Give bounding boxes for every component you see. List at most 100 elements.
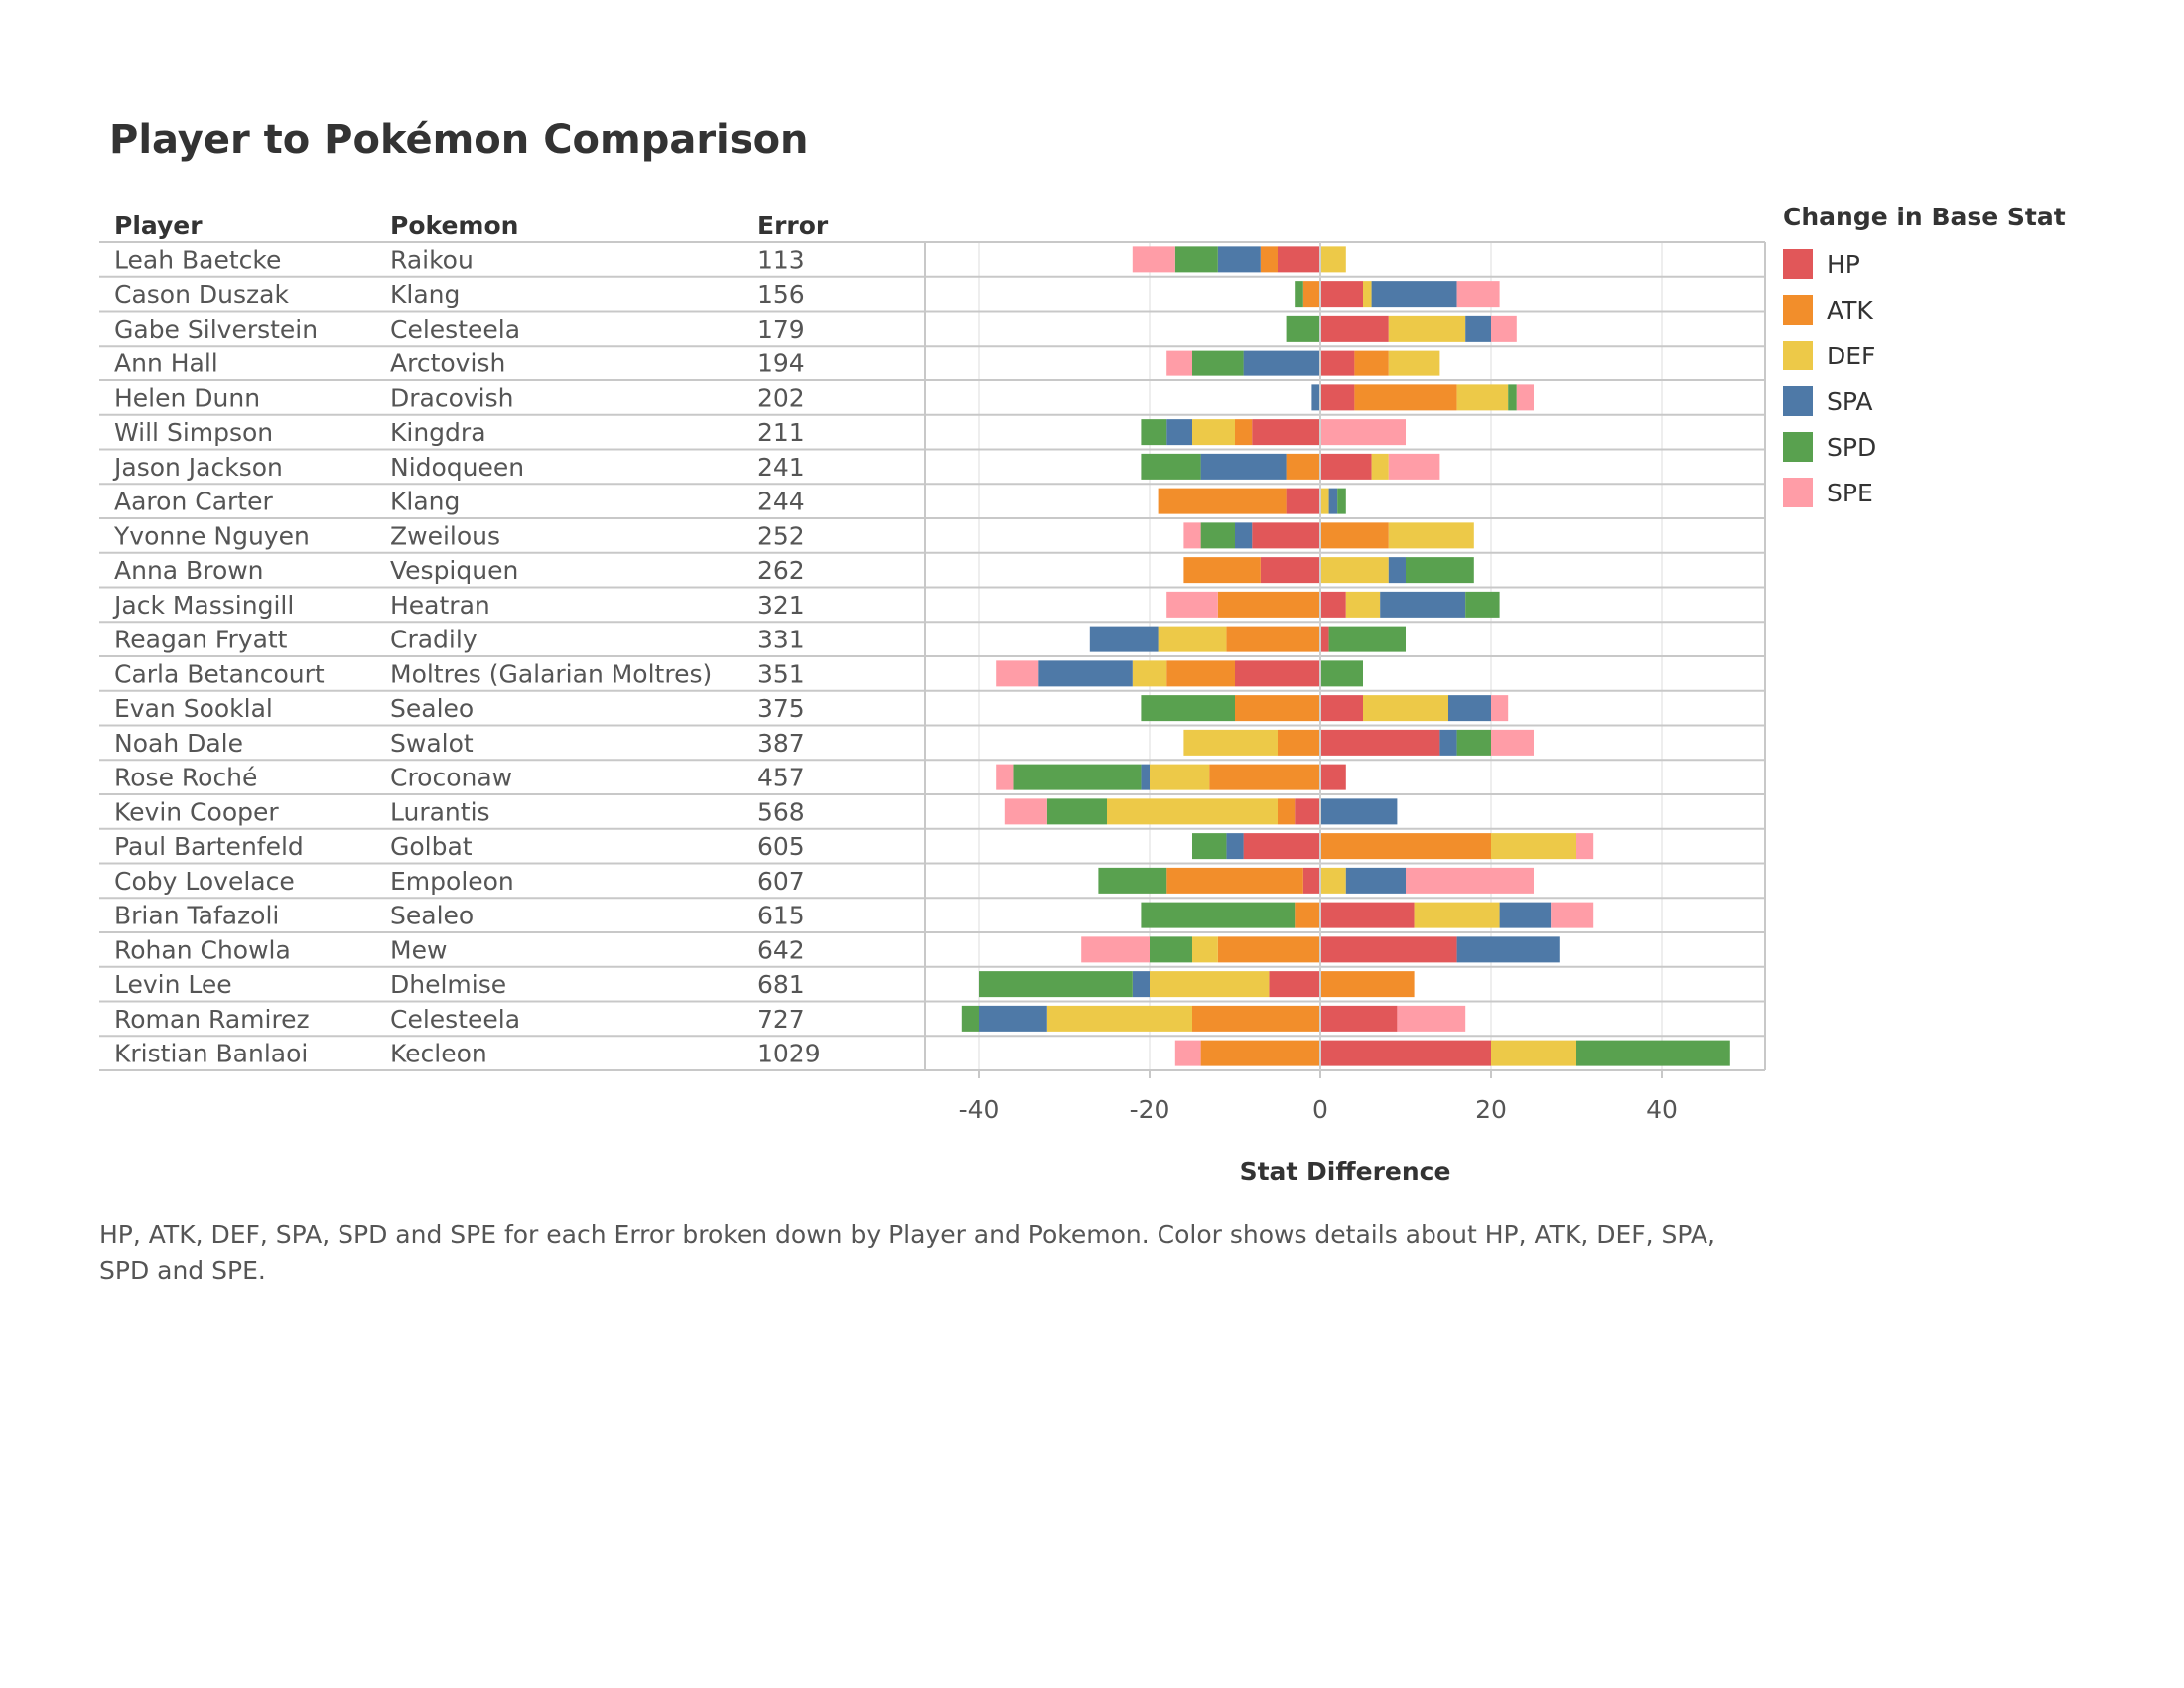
legend-item-hp[interactable]: HP xyxy=(1783,241,2066,287)
legend-item-atk[interactable]: ATK xyxy=(1783,287,2066,333)
bar-segment-atk xyxy=(1295,902,1320,928)
bar-segment-spd xyxy=(1013,764,1142,790)
bar-segment-atk xyxy=(1320,971,1415,998)
column-header-error: Error xyxy=(757,211,829,240)
bar-segment-spa xyxy=(1380,591,1466,618)
cell-player: Carla Betancourt xyxy=(114,659,325,688)
bar-segment-spd xyxy=(1098,867,1167,894)
cell-error: 727 xyxy=(757,1005,805,1034)
table-rows: Leah Baetcke Raikou 113 Cason Duszak Klang 15… xyxy=(99,241,1765,1071)
bar-segment-spd xyxy=(979,971,1133,998)
cell-player: Leah Baetcke xyxy=(114,245,281,274)
bar-segment-def xyxy=(1491,1040,1576,1066)
bar-segment-atk xyxy=(1278,798,1296,825)
bar-segment-spd xyxy=(1320,660,1363,687)
bar-segment-hp xyxy=(1252,522,1320,549)
bar-segment-atk xyxy=(1200,1040,1320,1066)
legend-item-spd[interactable]: SPD xyxy=(1783,424,2066,470)
bar-segment-atk xyxy=(1209,764,1320,790)
column-headers: Player Pokemon Error xyxy=(114,211,829,240)
legend-swatch xyxy=(1783,386,1813,416)
cell-pokemon: Moltres (Galarian Moltres) xyxy=(390,659,712,688)
cell-error: 568 xyxy=(757,797,805,826)
bar-segment-spd xyxy=(1508,384,1517,411)
bar-segment-def xyxy=(1150,764,1210,790)
bar-segment-spe xyxy=(1491,315,1517,342)
bar-segment-def xyxy=(1363,695,1448,722)
cell-player: Will Simpson xyxy=(114,418,273,447)
bar-segment-spa xyxy=(1226,833,1244,860)
legend-swatch xyxy=(1783,295,1813,325)
bar-segment-spe xyxy=(996,764,1014,790)
cell-pokemon: Sealeo xyxy=(390,694,474,723)
legend-item-def[interactable]: DEF xyxy=(1783,333,2066,378)
bar-segment-spd xyxy=(961,1005,979,1032)
legend-label: ATK xyxy=(1827,295,1873,325)
cell-player: Rose Roché xyxy=(114,764,257,792)
bar-segment-spd xyxy=(1141,453,1201,480)
bar-segment-spd xyxy=(1337,488,1346,514)
bar-segment-def xyxy=(1320,867,1346,894)
bar-segment-atk xyxy=(1192,1005,1320,1032)
legend-item-spa[interactable]: SPA xyxy=(1783,378,2066,424)
legend-items: HP ATK DEF SPA SPD SPE xyxy=(1783,241,2066,515)
bar-segment-atk xyxy=(1320,833,1491,860)
bar-segment-spa xyxy=(1235,522,1253,549)
cell-player: Yvonne Nguyen xyxy=(113,521,310,550)
bar-segment-atk xyxy=(1320,522,1389,549)
bar-segment-def xyxy=(1388,522,1474,549)
x-tick-label: -20 xyxy=(1130,1095,1170,1124)
bar-segment-hp xyxy=(1302,867,1320,894)
bar-segment-hp xyxy=(1252,419,1320,446)
cell-pokemon: Empoleon xyxy=(390,867,514,896)
bar-segment-hp xyxy=(1320,729,1440,756)
cell-error: 244 xyxy=(757,488,805,516)
bar-segment-spe xyxy=(1320,419,1406,446)
bar-segment-spd xyxy=(1192,350,1244,376)
bar-segment-atk xyxy=(1260,246,1278,273)
bar-segment-atk xyxy=(1278,729,1320,756)
bar-segment-spa xyxy=(1345,867,1406,894)
cell-pokemon: Croconaw xyxy=(390,764,512,792)
cell-pokemon: Vespiquen xyxy=(390,556,518,585)
bar-segment-hp xyxy=(1235,660,1320,687)
bar-segment-def xyxy=(1388,315,1466,342)
x-tick-label: 20 xyxy=(1475,1095,1507,1124)
cell-pokemon: Raikou xyxy=(390,245,474,274)
bar-segment-spa xyxy=(1132,971,1150,998)
legend-item-spe[interactable]: SPE xyxy=(1783,470,2066,515)
cell-error: 156 xyxy=(757,280,805,309)
cell-error: 113 xyxy=(757,245,805,274)
bar-segment-def xyxy=(1345,591,1381,618)
bar-segment-hp xyxy=(1320,695,1363,722)
legend-swatch xyxy=(1783,341,1813,370)
cell-player: Rohan Chowla xyxy=(114,935,291,964)
bar-segment-spa xyxy=(1328,488,1338,514)
bar-segment-spa xyxy=(1388,557,1406,584)
cell-error: 615 xyxy=(757,902,805,930)
bar-segment-def xyxy=(1132,660,1167,687)
bar-segment-def xyxy=(1183,729,1278,756)
bar-segment-def xyxy=(1192,419,1235,446)
cell-error: 262 xyxy=(757,556,805,585)
legend-swatch xyxy=(1783,478,1813,507)
x-tick-label: -40 xyxy=(959,1095,1000,1124)
bar-segment-spa xyxy=(1499,902,1552,928)
bar-segment-def xyxy=(1320,246,1346,273)
bar-segment-def xyxy=(1192,936,1218,963)
x-axis-label: Stat Difference xyxy=(1240,1157,1451,1186)
cell-error: 642 xyxy=(757,935,805,964)
bar-segment-hp xyxy=(1320,626,1329,652)
cell-error: 607 xyxy=(757,867,805,896)
bar-segment-def xyxy=(1158,626,1227,652)
bar-segment-def xyxy=(1107,798,1278,825)
cell-player: Kristian Banlaoi xyxy=(114,1040,308,1068)
cell-pokemon: Kecleon xyxy=(390,1040,487,1068)
bar-segment-hp xyxy=(1278,246,1320,273)
bar-segment-spe xyxy=(1456,281,1500,308)
cell-player: Gabe Silverstein xyxy=(114,315,318,344)
bar-segment-spe xyxy=(1406,867,1534,894)
cell-pokemon: Klang xyxy=(390,488,460,516)
legend-title: Change in Base Stat xyxy=(1783,203,2066,231)
legend-label: SPE xyxy=(1827,478,1873,507)
